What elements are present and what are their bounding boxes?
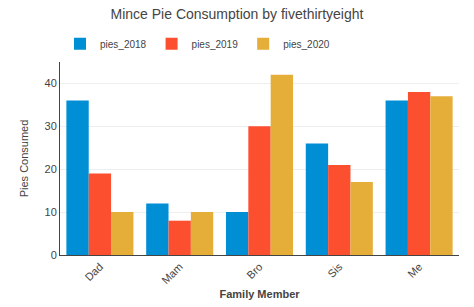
svg-text:40: 40 [45,77,57,89]
svg-text:Mince Pie Consumption by fivet: Mince Pie Consumption by fivethirtyeight [111,6,364,22]
svg-text:Sis: Sis [325,260,345,280]
svg-text:10: 10 [45,206,57,218]
svg-text:pies_2020: pies_2020 [283,39,330,50]
svg-text:Mam: Mam [159,261,185,287]
svg-text:30: 30 [45,120,57,132]
svg-text:Pies Consumed: Pies Consumed [18,120,30,198]
svg-text:Me: Me [405,261,424,280]
svg-text:Family Member: Family Member [219,288,300,300]
svg-text:20: 20 [45,163,57,175]
svg-text:pies_2019: pies_2019 [192,39,239,50]
svg-text:Dad: Dad [82,261,105,284]
svg-text:pies_2018: pies_2018 [100,39,147,50]
svg-text:0: 0 [51,249,57,261]
svg-text:Bro: Bro [244,261,265,282]
